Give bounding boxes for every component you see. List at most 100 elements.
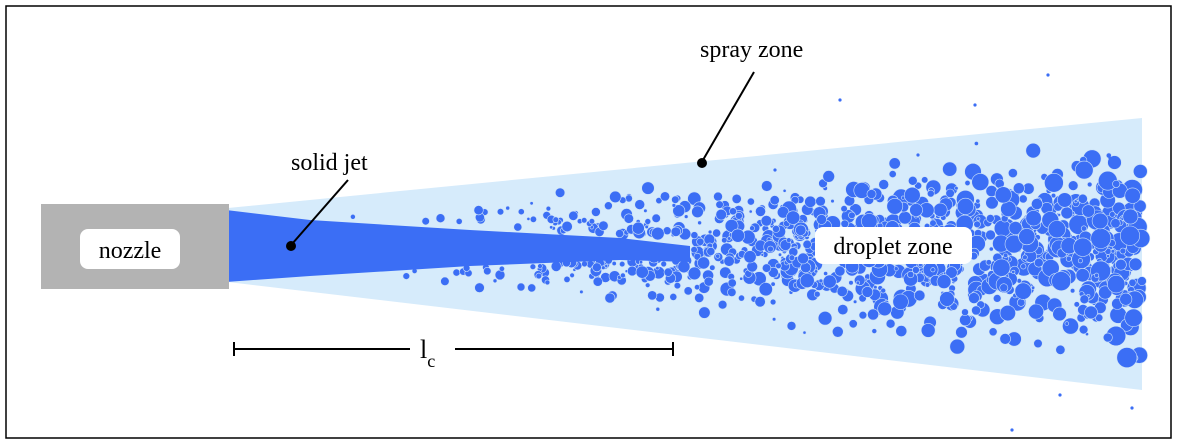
droplet bbox=[492, 278, 498, 284]
droplet bbox=[775, 262, 782, 269]
droplet bbox=[1112, 179, 1121, 188]
droplet bbox=[1065, 255, 1072, 262]
droplet bbox=[1124, 308, 1143, 327]
droplet bbox=[939, 291, 955, 307]
droplet bbox=[1016, 298, 1026, 307]
droplet bbox=[690, 246, 698, 254]
droplet bbox=[743, 250, 757, 264]
droplet bbox=[730, 228, 745, 243]
droplet bbox=[723, 255, 735, 267]
droplet bbox=[858, 311, 868, 320]
droplet bbox=[761, 180, 773, 192]
droplet bbox=[687, 266, 702, 281]
droplet bbox=[893, 266, 899, 272]
droplet bbox=[986, 214, 995, 223]
droplet bbox=[861, 213, 878, 230]
droplet bbox=[1078, 324, 1089, 335]
droplet bbox=[973, 103, 977, 107]
droplet bbox=[853, 274, 866, 286]
droplet bbox=[604, 264, 609, 268]
droplet bbox=[1128, 257, 1143, 271]
droplet bbox=[985, 229, 996, 241]
droplet bbox=[672, 204, 686, 218]
solid-jet-leader-dot bbox=[286, 241, 296, 251]
droplet bbox=[834, 265, 846, 277]
droplet bbox=[788, 254, 796, 261]
droplet bbox=[659, 191, 670, 202]
droplet bbox=[992, 258, 1011, 277]
droplet bbox=[721, 237, 728, 244]
droplet bbox=[945, 266, 958, 279]
droplet bbox=[1091, 212, 1109, 230]
droplet bbox=[517, 208, 525, 216]
droplet bbox=[1000, 200, 1017, 217]
droplet bbox=[930, 267, 936, 273]
droplet bbox=[999, 305, 1016, 322]
droplet bbox=[866, 189, 877, 199]
droplet bbox=[929, 219, 937, 227]
droplet bbox=[350, 214, 356, 220]
droplet bbox=[694, 284, 701, 291]
droplet bbox=[588, 218, 596, 225]
droplet bbox=[591, 207, 601, 217]
droplet bbox=[644, 282, 651, 288]
droplet bbox=[550, 260, 562, 272]
droplet bbox=[579, 289, 584, 295]
droplet bbox=[1133, 199, 1147, 213]
droplet bbox=[1067, 180, 1079, 191]
droplet bbox=[1106, 254, 1111, 258]
droplet bbox=[747, 197, 755, 206]
droplet bbox=[496, 208, 505, 216]
droplet bbox=[1119, 292, 1133, 306]
droplet bbox=[786, 321, 797, 331]
droplet bbox=[440, 276, 450, 286]
droplet bbox=[802, 239, 812, 249]
droplet bbox=[992, 294, 1002, 303]
droplet bbox=[964, 180, 971, 187]
solid-jet-leader-line bbox=[291, 179, 349, 245]
droplet bbox=[830, 199, 835, 204]
droplet bbox=[1052, 306, 1067, 322]
droplet bbox=[999, 283, 1009, 293]
droplet bbox=[1081, 204, 1095, 218]
droplet bbox=[623, 213, 634, 224]
droplet bbox=[731, 193, 742, 204]
droplet bbox=[777, 252, 782, 257]
droplet bbox=[544, 279, 551, 286]
droplet bbox=[561, 220, 573, 233]
droplet bbox=[620, 272, 626, 279]
droplet bbox=[1090, 227, 1112, 249]
droplet bbox=[916, 153, 920, 157]
droplet bbox=[494, 269, 506, 281]
droplet bbox=[529, 201, 534, 206]
droplet bbox=[797, 252, 809, 265]
droplet bbox=[907, 176, 918, 186]
droplet bbox=[1124, 187, 1141, 204]
droplet bbox=[852, 299, 858, 304]
droplet bbox=[1077, 193, 1088, 204]
droplet bbox=[878, 179, 890, 190]
droplet bbox=[641, 181, 655, 195]
droplet bbox=[1077, 258, 1083, 264]
droplet bbox=[823, 271, 828, 276]
droplet bbox=[818, 278, 824, 284]
droplet bbox=[671, 203, 677, 208]
droplet bbox=[769, 298, 777, 306]
droplet bbox=[513, 222, 523, 232]
droplet bbox=[1022, 254, 1028, 261]
droplet bbox=[625, 194, 633, 203]
droplet bbox=[912, 265, 920, 274]
droplet bbox=[971, 173, 990, 191]
droplet bbox=[782, 188, 787, 193]
droplet bbox=[683, 286, 693, 296]
droplet bbox=[615, 229, 624, 238]
droplet bbox=[1115, 258, 1127, 271]
droplet bbox=[713, 191, 723, 202]
droplet bbox=[655, 266, 660, 271]
droplet bbox=[526, 216, 531, 221]
droplet bbox=[1031, 198, 1043, 210]
droplet bbox=[527, 283, 537, 293]
droplet bbox=[817, 311, 833, 326]
droplet bbox=[770, 281, 776, 287]
droplet bbox=[673, 282, 682, 290]
